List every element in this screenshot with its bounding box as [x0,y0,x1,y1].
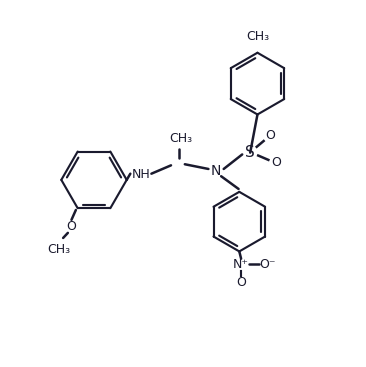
Text: O: O [67,220,76,233]
Text: O: O [236,276,246,289]
Text: O: O [265,129,275,142]
Text: N⁺: N⁺ [233,258,249,270]
Text: NH: NH [132,168,150,181]
Text: O: O [272,156,281,169]
Text: CH₃: CH₃ [169,132,193,145]
Text: CH₃: CH₃ [47,243,70,256]
Text: CH₃: CH₃ [246,30,269,43]
Text: N: N [210,164,221,178]
Text: O⁻: O⁻ [259,258,276,270]
Text: S: S [245,145,255,160]
